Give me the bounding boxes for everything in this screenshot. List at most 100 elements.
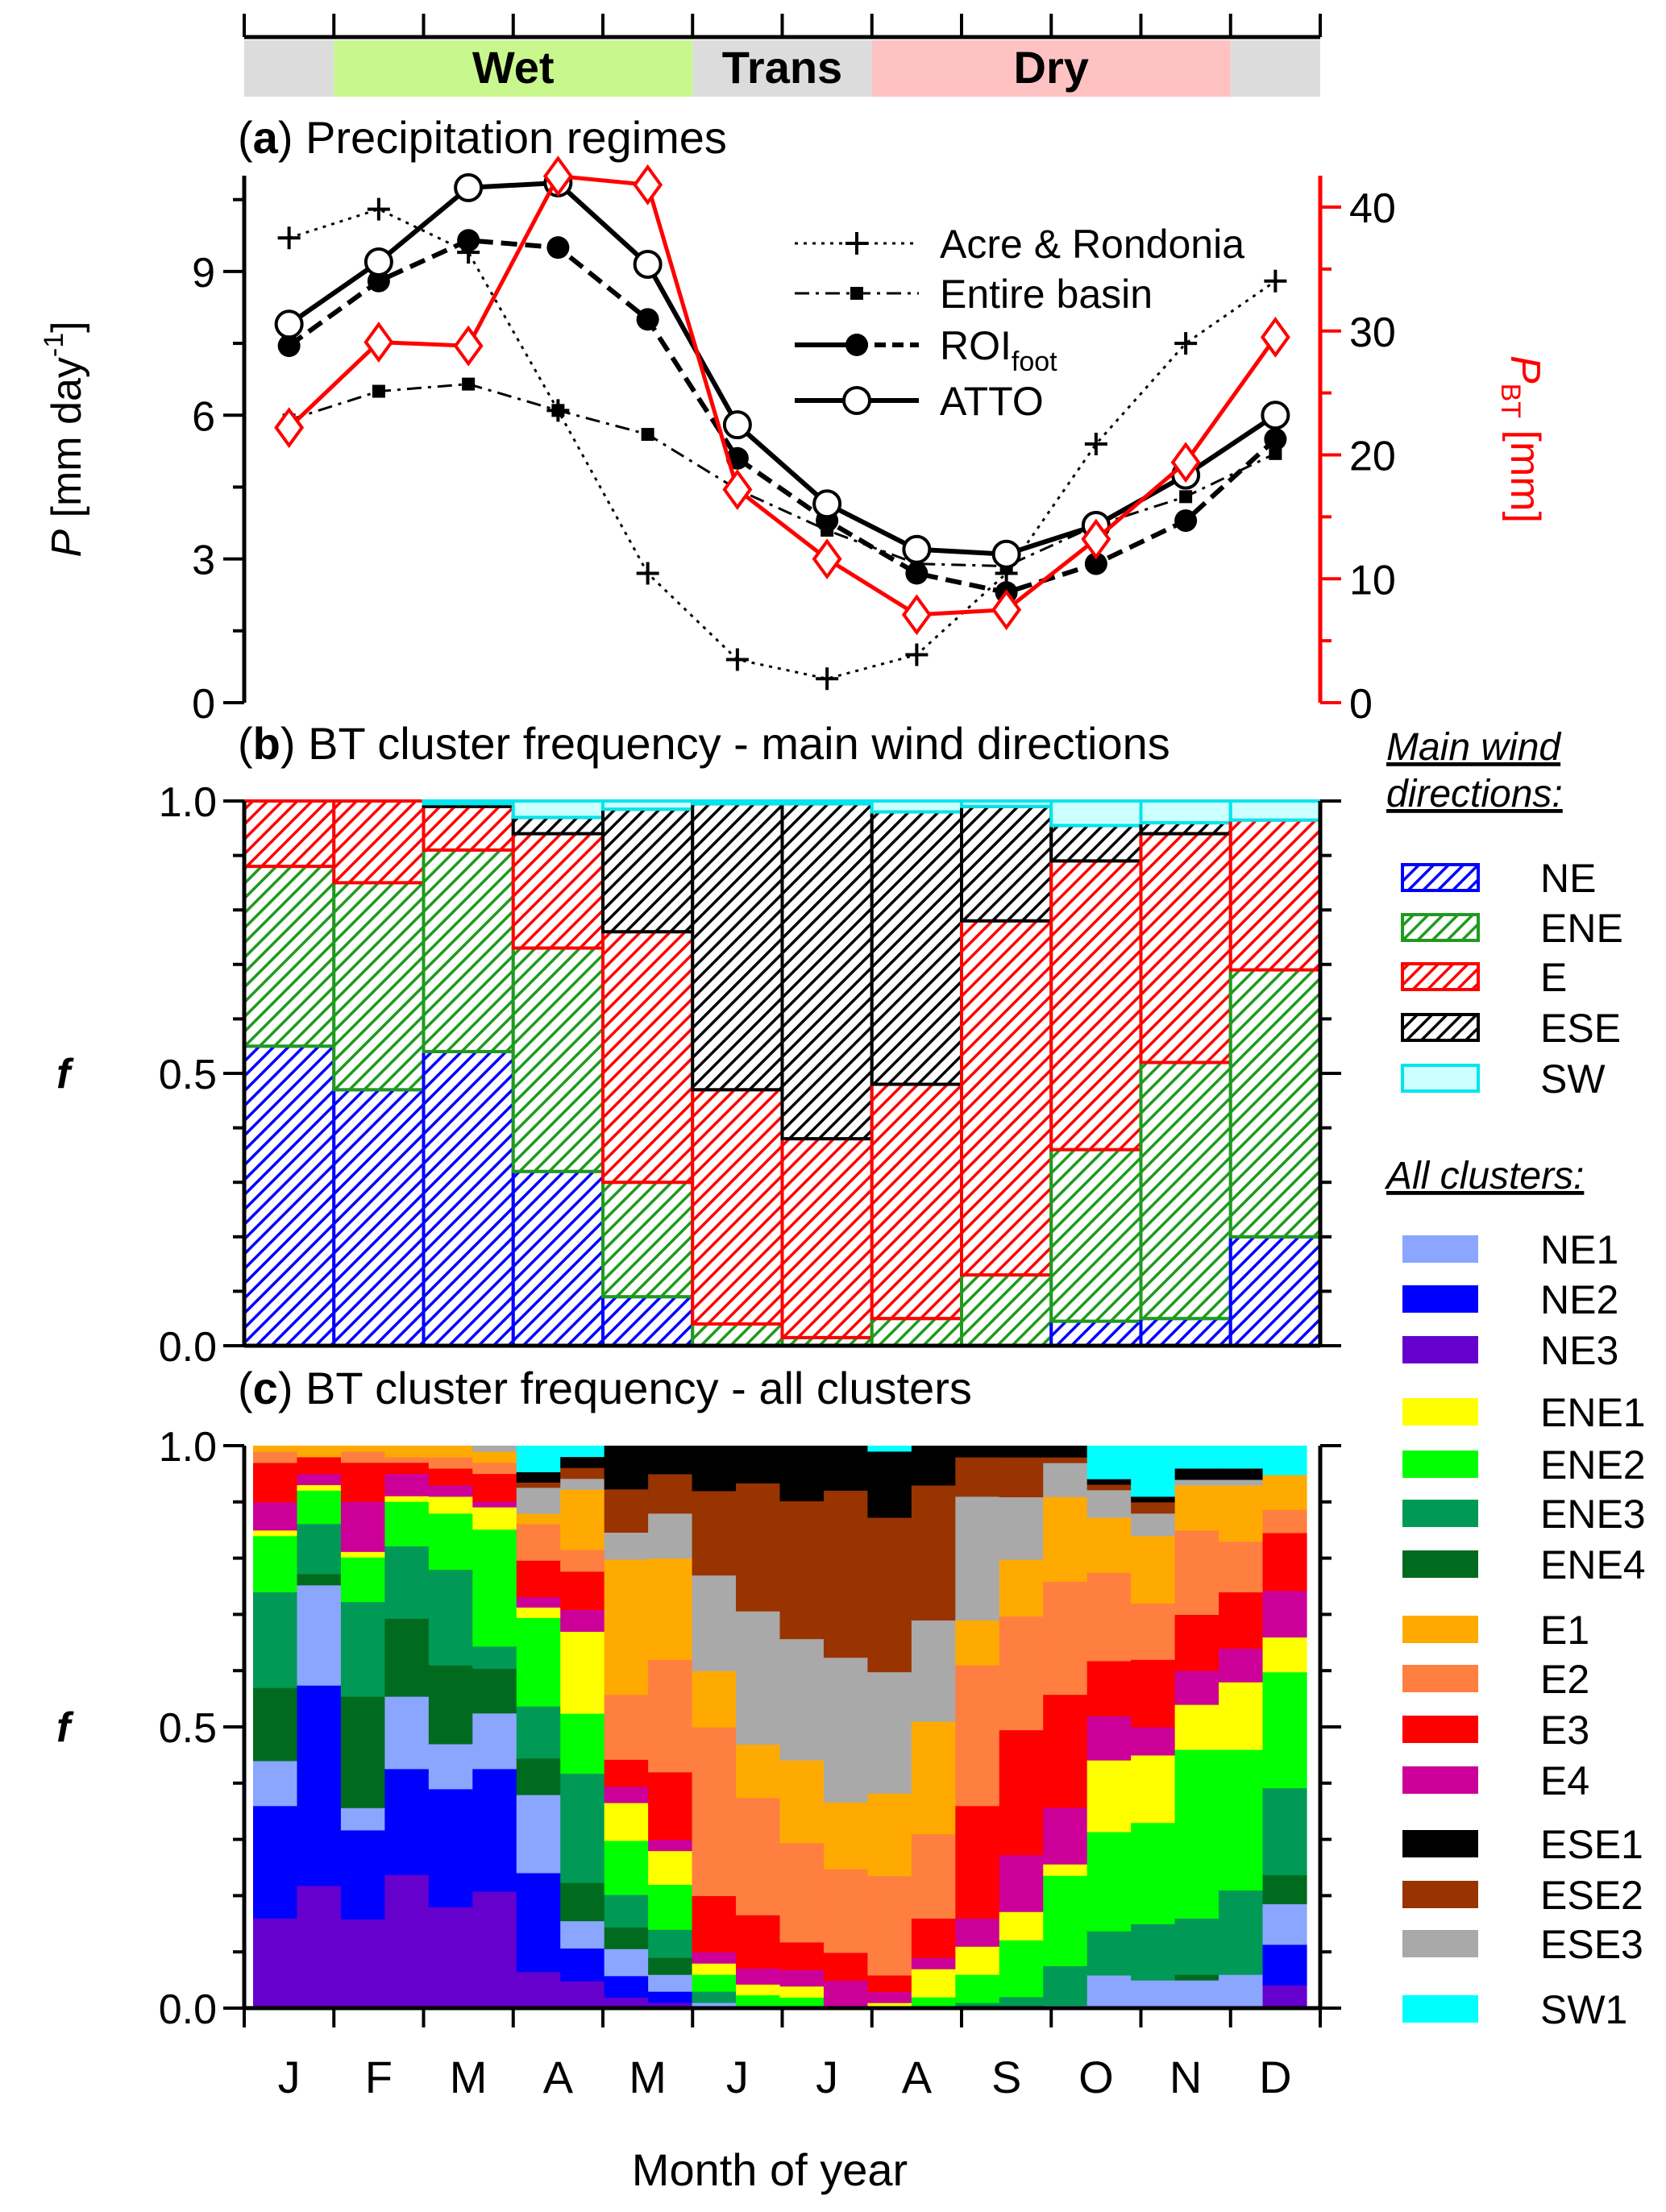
x-tick-label: O (1078, 2052, 1114, 2102)
bar-ene3-17 (955, 2002, 1000, 2009)
bar-ene3-19 (1043, 1965, 1088, 2007)
bar-sw-10 (1049, 799, 1143, 828)
bar-ese3-8 (560, 1478, 605, 1490)
legend-label: Acre & Rondonia (940, 222, 1244, 267)
bar-ene4-7 (516, 1758, 561, 1795)
panel-title: (b) BT cluster frequency - main wind dir… (238, 718, 1170, 769)
y2-axis-label: PBT [mm] (1495, 355, 1548, 523)
legend-swatch (1402, 1716, 1478, 1743)
bar-ene1-18 (999, 1911, 1044, 1940)
bar-ene1-9 (604, 1802, 649, 1841)
filled-circle-marker (1174, 509, 1198, 533)
bar-e1-10 (648, 1558, 693, 1660)
bar-ne-12 (1228, 1235, 1322, 1348)
bar-e4-5 (428, 1484, 473, 1497)
bar-ene1-17 (955, 1946, 1000, 1975)
bar-ne1-3 (340, 1807, 385, 1831)
bar-e-12 (1228, 818, 1322, 972)
bar-ene3-18 (999, 1996, 1044, 2009)
legend-swatch (1402, 1995, 1478, 2023)
open-circle-marker (633, 249, 663, 279)
bar-ese3-6 (472, 1446, 517, 1452)
bar-e4-19 (1043, 1807, 1088, 1865)
y-tick-label: 0.5 (159, 1052, 217, 1098)
bar-ene2-7 (516, 1617, 561, 1707)
series-line (287, 180, 1278, 557)
bar-ese2-13 (779, 1500, 825, 1640)
bar-ne2-8 (560, 1948, 605, 1982)
x-tick-label: J (278, 2052, 301, 2102)
bar-ene-12 (1228, 968, 1322, 1239)
bar-ese1-8 (560, 1456, 605, 1468)
bar-e3-11 (692, 1895, 737, 1953)
bar-ese3-7 (516, 1487, 561, 1514)
bar-ne1-8 (560, 1920, 605, 1949)
bar-e2-17 (955, 1665, 1000, 1807)
bar-e3-14 (823, 1952, 869, 1982)
bar-sw-8 (870, 799, 963, 814)
filled-circle-marker (636, 308, 659, 331)
bar-ese2-18 (999, 1457, 1044, 1498)
bar-ese-9 (960, 804, 1053, 923)
open-circle-marker (1261, 400, 1290, 430)
legend-item-ene2: ENE2 (1402, 1442, 1646, 1488)
bar-e2-21 (1131, 1603, 1176, 1660)
panel-c: 0.0 0.5 1.0 f (c) BT cluster frequency - all… (56, 1363, 1341, 2195)
bar-ene4-22 (1174, 1974, 1219, 1981)
bar-ese2-19 (1043, 1457, 1088, 1463)
bar-e2-12 (736, 1797, 781, 1915)
bar-ne1-1 (253, 1760, 298, 1807)
bar-e3-22 (1174, 1614, 1219, 1671)
bar-ne2-9 (604, 1975, 649, 1998)
bar-ene2-21 (1131, 1822, 1176, 1924)
season-segment (1230, 40, 1320, 97)
legend-item-ese1: ESE1 (1402, 1822, 1643, 1867)
bar-e4-14 (823, 1980, 869, 2009)
bar-e2-8 (560, 1549, 605, 1572)
legend-swatch (1402, 1285, 1478, 1313)
bar-e1-13 (779, 1760, 825, 1844)
bar-ene3-5 (428, 1569, 473, 1666)
bar-ese2-12 (736, 1483, 781, 1612)
bar-ese2-16 (911, 1484, 956, 1621)
plus-marker (636, 562, 659, 585)
bar-ene3-23 (1219, 1890, 1264, 1975)
bar-e1-20 (1086, 1517, 1132, 1573)
bar-ne1-7 (516, 1795, 561, 1874)
bar-ese2-21 (1131, 1501, 1176, 1514)
legend-item-ene3: ENE3 (1402, 1492, 1646, 1537)
plus-marker (367, 197, 390, 221)
bar-ne3-24 (1262, 1985, 1307, 2009)
legend-label: E4 (1540, 1758, 1589, 1803)
bar-e2-7 (516, 1523, 561, 1561)
bar-ne2-3 (340, 1829, 385, 1920)
bar-ne3-8 (560, 1981, 605, 2009)
filled-circle-marker (457, 229, 480, 252)
bar-ese3-21 (1131, 1513, 1176, 1537)
bar-ene1-10 (648, 1850, 693, 1886)
bar-e3-8 (560, 1571, 605, 1610)
bar-ene2-20 (1086, 1832, 1132, 1932)
filled-circle-marker (1084, 552, 1107, 575)
bar-ene2-16 (911, 1997, 956, 2009)
bar-ne1-24 (1262, 1903, 1307, 1945)
square-marker (1269, 446, 1282, 460)
bar-ene4-1 (253, 1687, 298, 1762)
bar-ene1-4 (384, 1496, 430, 1502)
bar-ene2-1 (253, 1535, 298, 1593)
bar-e-1 (243, 799, 336, 869)
bar-sw1-21 (1131, 1446, 1176, 1497)
bar-ene3-9 (604, 1895, 649, 1928)
panel-label: a (253, 112, 279, 163)
bar-ese1-9 (604, 1446, 649, 1490)
bar-ese2-15 (867, 1517, 912, 1673)
bar-e4-18 (999, 1854, 1044, 1912)
legend-label: ROIfoot (940, 323, 1057, 377)
bar-ene4-6 (472, 1668, 517, 1714)
bar-ene-10 (1049, 1148, 1143, 1323)
legend-swatch (1402, 1766, 1478, 1794)
bar-ene1-2 (297, 1484, 342, 1491)
bar-ene2-23 (1219, 1749, 1264, 1891)
bar-ne-2 (332, 1088, 426, 1348)
